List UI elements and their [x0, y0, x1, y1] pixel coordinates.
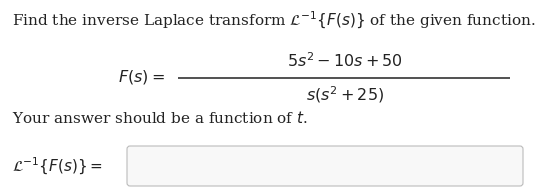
Text: Your answer should be a function of $t$.: Your answer should be a function of $t$.: [12, 110, 308, 126]
Text: $F(s) =$: $F(s) =$: [118, 68, 165, 86]
FancyBboxPatch shape: [127, 146, 523, 186]
Text: $s(s^2 + 25)$: $s(s^2 + 25)$: [306, 85, 384, 105]
Text: $5s^2 - 10s + 50$: $5s^2 - 10s + 50$: [287, 53, 403, 71]
Text: $\mathcal{L}^{-1}\{F(s)\} =$: $\mathcal{L}^{-1}\{F(s)\} =$: [12, 155, 103, 176]
Text: Find the inverse Laplace transform $\mathcal{L}^{-1}\{F(s)\}$ of the given funct: Find the inverse Laplace transform $\mat…: [12, 10, 535, 31]
